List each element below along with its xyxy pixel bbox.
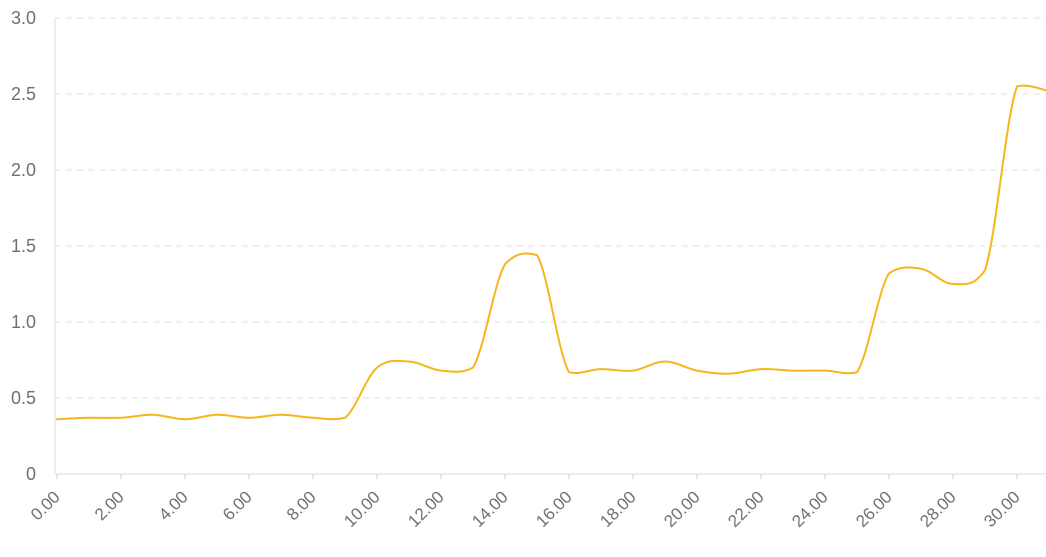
x-tick-label: 6.00 [219, 487, 256, 524]
data-point [183, 417, 187, 421]
y-tick-label: 0 [26, 464, 36, 484]
data-point [503, 262, 507, 266]
data-point [1015, 84, 1019, 88]
grid-layer [55, 17, 1046, 399]
data-point [375, 366, 379, 370]
x-tick-label: 24.00 [788, 487, 832, 531]
data-point [407, 360, 411, 364]
x-tick-label: 0.00 [27, 487, 64, 524]
x-tick-label: 18.00 [596, 487, 640, 531]
label-layer: 0 0.5 1.0 1.5 2.0 2.5 3.0 0.00 2.00 4.00 6.00 8.00 1… [11, 8, 1024, 531]
x-tick-label: 10.00 [340, 487, 384, 531]
x-tick-label: 4.00 [155, 487, 192, 524]
data-point [311, 416, 315, 420]
data-point [919, 267, 923, 271]
data-point [439, 369, 443, 373]
x-tick-label: 2.00 [91, 487, 128, 524]
data-point [119, 416, 123, 420]
data-point [215, 413, 219, 417]
data-point [759, 367, 763, 371]
data-point [823, 369, 827, 373]
data-point [983, 268, 987, 272]
y-tick-label: 3.0 [11, 8, 36, 28]
data-point [151, 413, 155, 417]
series-line [56, 84, 1046, 421]
y-tick-label: 1.0 [11, 312, 36, 332]
data-point [663, 360, 667, 364]
x-tick-label: 26.00 [852, 487, 896, 531]
axis-layer [54, 18, 1046, 479]
data-point [279, 413, 283, 417]
x-tick-label: 12.00 [404, 487, 448, 531]
data-point [55, 417, 59, 421]
x-tick-label: 8.00 [283, 487, 320, 524]
data-point [855, 370, 859, 374]
data-point [887, 271, 891, 275]
y-tick-label: 1.5 [11, 236, 36, 256]
data-point [247, 416, 251, 420]
data-point [567, 370, 571, 374]
x-tick-label: 20.00 [660, 487, 704, 531]
y-tick-label: 0.5 [11, 388, 36, 408]
data-point [727, 372, 731, 376]
data-point [695, 369, 699, 373]
y-tick-label: 2.5 [11, 84, 36, 104]
data-point [87, 416, 91, 420]
y-tick-label: 2.0 [11, 160, 36, 180]
data-point [599, 367, 603, 371]
data-point [471, 366, 475, 370]
data-point [535, 253, 539, 257]
data-point [791, 369, 795, 373]
data-point [951, 282, 955, 286]
x-tick-label: 16.00 [532, 487, 576, 531]
x-tick-label: 30.00 [980, 487, 1024, 531]
data-point [343, 416, 347, 420]
x-tick-label: 14.00 [468, 487, 512, 531]
x-tick-label: 28.00 [916, 487, 960, 531]
data-point [631, 369, 635, 373]
series-layer [55, 84, 1046, 421]
x-tick-label: 22.00 [724, 487, 768, 531]
